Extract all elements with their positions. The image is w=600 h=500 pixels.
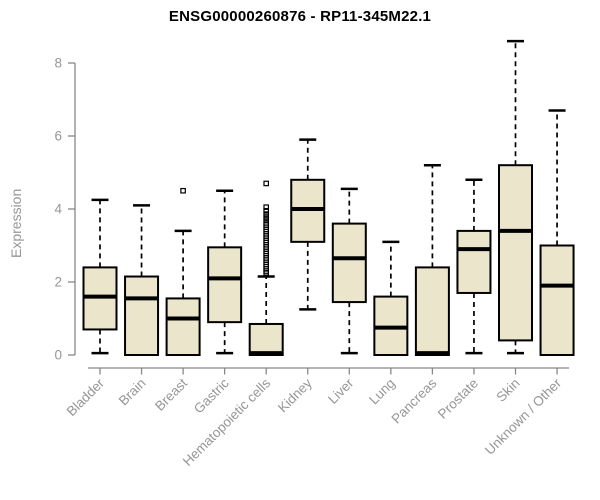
y-tick-label: 8 xyxy=(54,56,62,71)
x-tick-label-skin: Skin xyxy=(493,376,522,405)
box-bladder xyxy=(82,198,118,355)
outlier-point xyxy=(263,208,270,214)
y-axis: 0 2 4 6 8 xyxy=(54,56,76,363)
outlier-point xyxy=(263,180,270,187)
iqr-box xyxy=(498,164,533,342)
y-tick-label: 0 xyxy=(54,348,62,363)
x-tick-label-pancreas: Pancreas xyxy=(389,375,440,426)
y-tick-label: 6 xyxy=(54,129,62,144)
x-tick-label-lung: Lung xyxy=(366,376,398,408)
iqr-box xyxy=(248,322,284,357)
box-breast xyxy=(165,187,201,356)
iqr-box xyxy=(539,244,575,356)
x-tick-label-unknown-other: Unknown / Other xyxy=(482,375,565,458)
outlier-point xyxy=(263,214,270,220)
box-kidney xyxy=(290,138,326,311)
outlier-point xyxy=(180,187,186,194)
y-tick-label: 4 xyxy=(54,202,62,217)
box-skin xyxy=(498,39,533,355)
y-tick-label: 2 xyxy=(54,275,62,290)
iqr-box xyxy=(414,266,450,356)
outlier-point xyxy=(263,220,270,226)
box-hematopoietic-cells xyxy=(248,180,284,357)
iqr-box xyxy=(456,229,492,294)
x-tick-label-kidney: Kidney xyxy=(275,375,315,415)
box-prostate xyxy=(456,178,492,355)
iqr-box xyxy=(207,246,243,324)
x-tick-label-prostate: Prostate xyxy=(435,376,481,422)
x-tick-label-liver: Liver xyxy=(325,375,357,407)
outlier-point xyxy=(263,211,270,217)
x-tick-label-bladder: Bladder xyxy=(64,375,108,419)
box-pancreas xyxy=(414,163,450,356)
outlier-point xyxy=(263,204,270,210)
box-unknown-other xyxy=(539,109,575,356)
iqr-box xyxy=(165,297,201,356)
box-gastric xyxy=(207,189,243,355)
box-liver xyxy=(331,187,367,355)
outlier-point xyxy=(263,217,270,223)
x-tick-label-brain: Brain xyxy=(116,376,149,409)
chart-title: ENSG00000260876 - RP11-345M22.1 xyxy=(168,8,432,25)
box-brain xyxy=(124,204,160,356)
box-lung xyxy=(373,240,409,357)
iqr-box xyxy=(331,222,367,304)
iqr-box xyxy=(124,275,160,356)
x-tick-label-gastric: Gastric xyxy=(191,375,232,416)
x-tick-label-breast: Breast xyxy=(152,375,190,413)
